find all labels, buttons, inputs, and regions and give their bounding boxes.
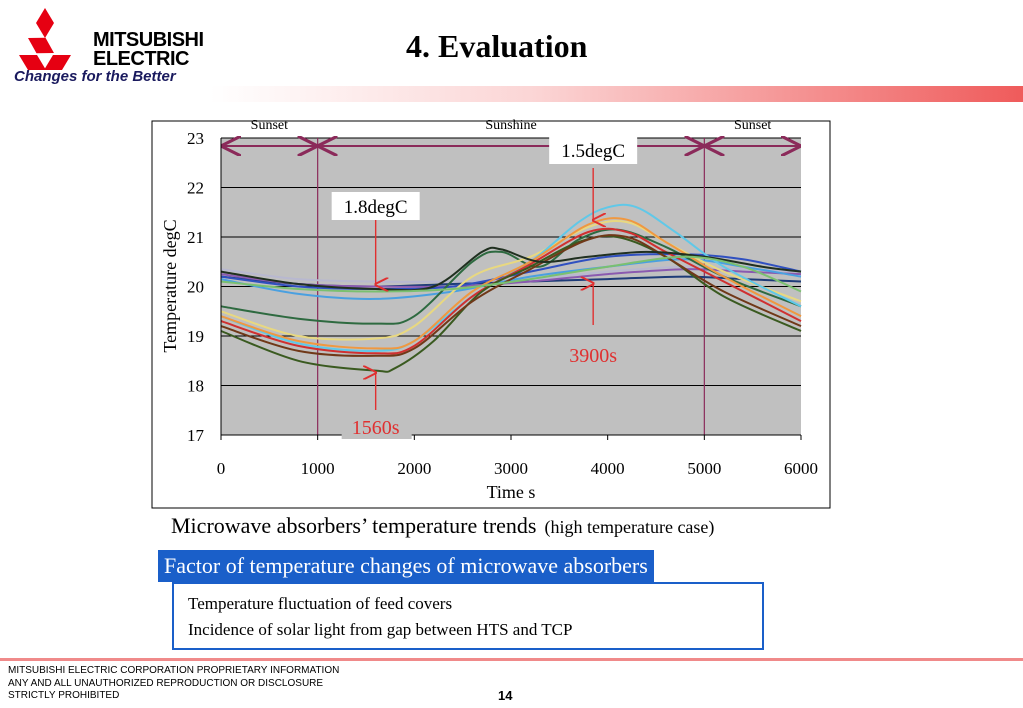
- y-tick-label: 17: [187, 426, 205, 445]
- factor-item: Incidence of solar light from gap betwee…: [188, 620, 573, 639]
- header-gradient-bar: [210, 86, 1023, 102]
- series-line: [220, 246, 802, 292]
- tagline: Changes for the Better: [14, 68, 176, 85]
- x-tick-label: 4000: [591, 459, 625, 478]
- chart-caption: Microwave absorbers’ temperature trends (…: [171, 513, 714, 539]
- series-line: [220, 253, 802, 291]
- page-number: 14: [498, 688, 513, 703]
- x-tick-label: 6000: [784, 459, 818, 478]
- footer-line-2: ANY AND ALL UNAUTHORIZED REPRODUCTION OR…: [8, 677, 324, 689]
- series-line: [220, 227, 802, 355]
- y-tick-label: 21: [187, 228, 204, 247]
- series-line: [220, 234, 802, 357]
- x-tick-label: 3000: [494, 459, 528, 478]
- factor-list-box: Temperature fluctuation of feed covers I…: [172, 582, 764, 650]
- company-name-line1: MITSUBISHI: [93, 29, 204, 51]
- phase-label: Sunset: [251, 118, 288, 133]
- x-tick-label: 0: [217, 459, 226, 478]
- series-line: [220, 258, 802, 300]
- series-line: [220, 203, 802, 352]
- factor-heading: Factor of temperature changes of microwa…: [158, 550, 654, 582]
- annotation-box: [331, 192, 420, 220]
- company-logo: MITSUBISHI ELECTRIC: [10, 8, 210, 90]
- footer-notice: MITSUBISHI ELECTRIC CORPORATION PROPRIET…: [8, 665, 339, 703]
- x-axis-label: Time s: [487, 482, 536, 502]
- y-axis-label: Temperature degC: [160, 219, 180, 352]
- three-diamonds-logo-icon: [19, 8, 71, 70]
- annotation-time-2: 3900s: [569, 345, 617, 367]
- series-line: [220, 255, 802, 293]
- footer-divider: [0, 658, 1023, 661]
- x-tick-label: 5000: [687, 459, 721, 478]
- chart-caption-sub: (high temperature case): [544, 517, 715, 537]
- y-tick-label: 23: [187, 129, 204, 148]
- x-tick-label: 2000: [397, 459, 431, 478]
- y-tick-label: 18: [187, 377, 204, 396]
- annotation-delta-1: 1.8degC: [344, 197, 408, 218]
- page-title: 4. Evaluation: [406, 28, 588, 64]
- x-tick-label: 1000: [301, 459, 335, 478]
- annotation-delta-2: 1.5degC: [561, 141, 625, 162]
- annotation-bg: [341, 415, 412, 439]
- y-tick-label: 19: [187, 327, 204, 346]
- factor-item: Temperature fluctuation of feed covers: [188, 594, 453, 613]
- footer-line-3: STRICTLY PROHIBITED: [8, 690, 120, 701]
- annotation-time-1: 1560s: [352, 417, 400, 439]
- annotation-box: [549, 136, 638, 164]
- chart-caption-main: Microwave absorbers’ temperature trends: [171, 513, 537, 538]
- y-tick-label: 22: [187, 179, 204, 198]
- phase-label: Sunshine: [485, 118, 536, 133]
- footer-line-1: MITSUBISHI ELECTRIC CORPORATION PROPRIET…: [8, 665, 340, 676]
- company-name-line2: ELECTRIC: [93, 48, 190, 70]
- y-tick-label: 20: [187, 278, 204, 297]
- phase-label: Sunset: [734, 118, 771, 133]
